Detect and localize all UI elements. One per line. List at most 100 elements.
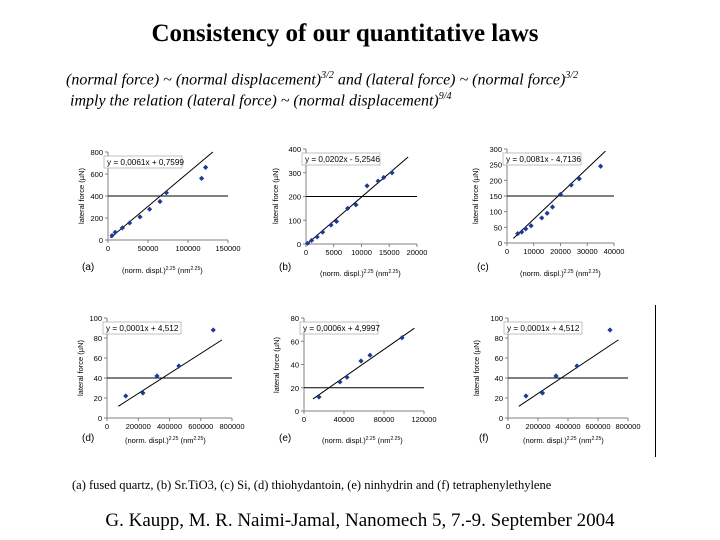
x-axis-label: (norm. displ.)2.25 (nm2.25) [320,269,401,278]
figure-caption: (a) fused quartz, (b) Sr.TiO3, (c) Si, (… [72,478,552,492]
x-tick-label: 150000 [215,244,240,253]
trend-line [518,339,619,407]
trend-line [110,151,214,239]
data-point [337,379,343,385]
y-tick-label: 0 [99,236,103,245]
y-tick-label: 200 [288,193,301,202]
x-axis-label: (norm. displ.)2.25 (nm2.25) [523,436,604,445]
x-axis-label-text: (norm. displ.) [122,266,166,275]
data-point [519,229,525,235]
data-point [137,214,143,220]
x-axis-label-unit: (nm [577,436,592,445]
equation-box [503,321,583,335]
data-point [320,229,326,235]
y-tick-label: 0 [297,240,301,249]
x-tick-label: 0 [506,422,510,431]
trend-equation: y = 0,0006x + 4,9997 [303,324,380,333]
subtitle-exponent: 3/2 [321,70,334,81]
chart-panel-2: 0 100 200 300 400 0 5000 10000 15000 20000 y = 0,0… [271,145,427,278]
x-axis-label-exponent: 2.25 [564,269,574,275]
x-tick-label: 200000 [525,422,550,431]
trend-line [312,327,415,400]
x-tick-label: 10000 [523,247,544,256]
data-point [119,225,125,231]
x-axis-label-text: (norm. displ.) [523,436,567,445]
y-tick-label: 150 [489,192,502,201]
x-axis-label-unit: ) [203,436,206,445]
data-point [576,176,582,182]
data-point [598,163,604,169]
x-axis-label: (norm. displ.)2.25 (nm2.25) [122,266,203,275]
y-tick-label: 100 [490,314,503,323]
x-axis-label-text: (norm. displ.) [125,436,169,445]
y-tick-label: 800 [90,148,103,157]
x-tick-label: 200000 [126,422,151,431]
y-tick-label: 80 [94,334,102,343]
data-point [140,390,146,396]
x-tick-label: 50000 [138,244,159,253]
data-point [549,204,556,210]
y-tick-label: 80 [495,334,503,343]
y-tick-label: 40 [94,374,102,383]
y-tick-label: 400 [90,192,103,201]
panel-label: (c) [477,262,489,273]
subtitle-line-1: (normal force) ~ (normal displacement)3/… [66,70,578,89]
data-point [112,229,118,235]
x-axis-label-exponent: 2.25 [166,266,176,272]
data-point [515,231,521,237]
y-axis-label: lateral force (µN) [472,340,481,397]
subtitle-exponent: 9/4 [438,91,452,102]
subtitle-line-2: imply the relation (lateral force) ~ (no… [70,91,452,110]
data-point [123,393,129,399]
x-axis-label-text: (norm. displ.) [320,269,364,278]
y-tick-label: 40 [495,374,503,383]
x-axis-label-unit: ) [601,436,604,445]
data-point [553,373,559,379]
x-axis-label-exponent: 2.25 [366,436,376,442]
data-point [381,174,387,181]
y-axis-label: lateral force (µN) [272,337,281,394]
data-point [574,363,580,369]
trend-equation: y = 0,0081x - 4,7136 [506,155,581,164]
data-point [358,358,364,364]
data-point [528,223,534,229]
y-tick-label: 40 [291,361,299,370]
divider [655,305,656,457]
x-tick-label: 600000 [188,422,213,431]
y-tick-label: 600 [90,170,103,179]
panel-label: (a) [82,262,94,273]
x-axis-label-exponent: 2.25 [191,266,201,272]
x-axis-label-unit: (nm [179,436,194,445]
panel-label: (f) [479,433,488,444]
y-axis-label: lateral force (µN) [76,340,85,397]
data-point [308,237,315,244]
x-tick-label: 600000 [585,422,610,431]
x-tick-label: 120000 [411,415,436,424]
x-axis-label-text: (norm. displ.) [520,269,564,278]
data-point [375,178,381,184]
data-point [544,210,550,216]
x-axis-label-unit: (nm [176,266,191,275]
x-axis-label-exponent: 2.25 [389,269,399,275]
data-point [523,226,529,232]
x-tick-label: 0 [106,244,110,253]
chart-panel-4: 0 20 40 60 80 100 0 200000 400000 600000 800000 y =… [76,314,245,445]
plot-area [107,318,232,418]
y-tick-label: 400 [288,145,301,154]
subtitle-text: (normal force) ~ (normal displacement) [66,71,322,89]
y-axis-label: lateral force (µN) [471,168,480,225]
x-tick-label: 30000 [577,247,598,256]
x-axis-label: (norm. displ.)2.25 (nm2.25) [322,436,403,445]
data-point [176,363,182,369]
equation-box [301,152,381,166]
y-tick-label: 50 [494,223,502,232]
equation-box [102,321,182,335]
x-axis-label-exponent: 2.25 [364,269,374,275]
y-tick-label: 0 [499,414,503,423]
y-tick-label: 250 [489,161,502,170]
x-axis-label: (norm. displ.)2.25 (nm2.25) [125,436,206,445]
x-tick-label: 5000 [325,248,342,257]
x-axis-label-unit: ) [400,436,403,445]
data-point [203,164,209,170]
